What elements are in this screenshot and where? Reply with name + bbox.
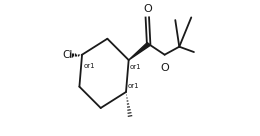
Text: or1: or1 — [84, 63, 96, 69]
Polygon shape — [129, 42, 150, 60]
Text: or1: or1 — [128, 83, 140, 89]
Text: or1: or1 — [129, 64, 141, 70]
Text: Cl: Cl — [62, 50, 73, 60]
Text: O: O — [143, 4, 152, 14]
Text: O: O — [160, 63, 169, 73]
